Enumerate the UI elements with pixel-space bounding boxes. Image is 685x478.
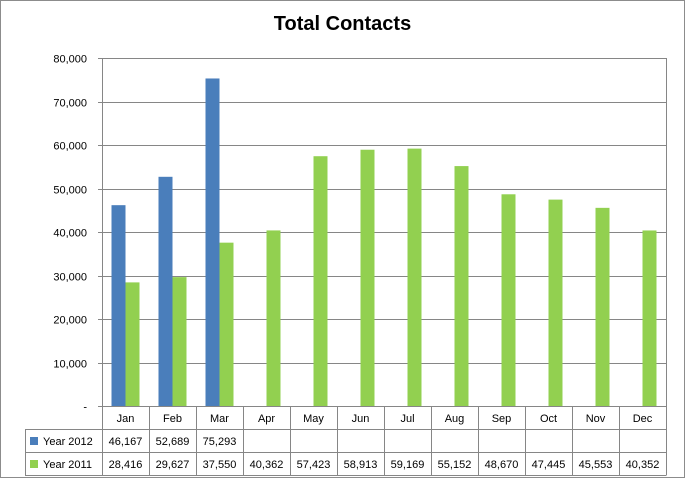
y-tick-label: 60,000	[53, 141, 87, 153]
x-category-label: Mar	[210, 413, 229, 425]
table-cell-value: 28,416	[109, 459, 143, 471]
legend-label: Year 2012	[43, 436, 93, 448]
bar-year-2011-may	[313, 156, 328, 406]
bar-year-2011-jan	[125, 282, 140, 406]
x-category-label: Nov	[586, 413, 606, 425]
table-cell-value: 55,152	[438, 459, 472, 471]
legend-key	[30, 460, 38, 468]
table-cell-value: 29,627	[156, 459, 190, 471]
x-category-label: May	[303, 413, 324, 425]
x-category-label: Feb	[163, 413, 182, 425]
x-category-label: Jun	[352, 413, 370, 425]
y-tick-label: 80,000	[53, 54, 87, 66]
bar-year-2012-jan	[111, 205, 126, 406]
chart-title: Total Contacts	[273, 13, 412, 35]
x-category-label: Sep	[492, 413, 512, 425]
bar-year-2012-feb	[158, 176, 173, 406]
bar-year-2011-dec	[642, 230, 657, 406]
x-category-label: Jul	[400, 413, 414, 425]
bar-year-2011-sep	[501, 194, 516, 406]
gridlines	[102, 58, 666, 364]
bar-year-2011-aug	[454, 166, 469, 406]
bar-year-2011-feb	[172, 277, 187, 406]
y-tick-label: 50,000	[53, 185, 87, 197]
bars	[111, 78, 657, 406]
bar-year-2011-mar	[219, 242, 234, 406]
y-tick-label: 10,000	[53, 359, 87, 371]
bar-year-2012-mar	[205, 78, 220, 406]
y-tick-label: 30,000	[53, 272, 87, 284]
table-cell-value: 52,689	[156, 436, 190, 448]
table-cell-value: 46,167	[109, 436, 143, 448]
table-cell-value: 37,550	[203, 459, 237, 471]
data-table: Jan Feb Mar Apr May Jun Jul Aug Sep Oct Nov Dec Year…	[25, 406, 667, 476]
bar-year-2011-jul	[407, 148, 422, 406]
x-category-label: Oct	[540, 413, 557, 425]
table-cell-value: 47,445	[532, 459, 566, 471]
bar-year-2011-nov	[595, 207, 610, 406]
y-tick-label: 20,000	[53, 315, 87, 327]
table-cell-value: 75,293	[203, 436, 237, 448]
table-cell-value: 48,670	[485, 459, 519, 471]
bar-year-2011-oct	[548, 199, 563, 406]
x-category-label: Apr	[258, 413, 275, 425]
legend-key	[30, 437, 38, 445]
table-cell-value: 40,362	[250, 459, 284, 471]
table-cell-value: 40,352	[626, 459, 660, 471]
legend-label: Year 2011	[43, 459, 92, 471]
table-cell-value: 45,553	[579, 459, 613, 471]
y-tick-label: 40,000	[53, 228, 87, 240]
y-tick-label: -	[83, 402, 87, 414]
x-category-label: Aug	[445, 413, 465, 425]
table-cell-value: 59,169	[391, 459, 425, 471]
bar-year-2011-jun	[360, 149, 375, 406]
bar-year-2011-apr	[266, 230, 281, 406]
y-axis: - 10,000 20,000 30,000 40,000 50,000 60,000 70,…	[53, 54, 667, 414]
y-tick-label: 70,000	[53, 98, 87, 110]
table-cell-value: 57,423	[297, 459, 331, 471]
x-category-label: Jan	[117, 413, 135, 425]
table-cell-value: 58,913	[344, 459, 378, 471]
x-category-label: Dec	[633, 413, 653, 425]
